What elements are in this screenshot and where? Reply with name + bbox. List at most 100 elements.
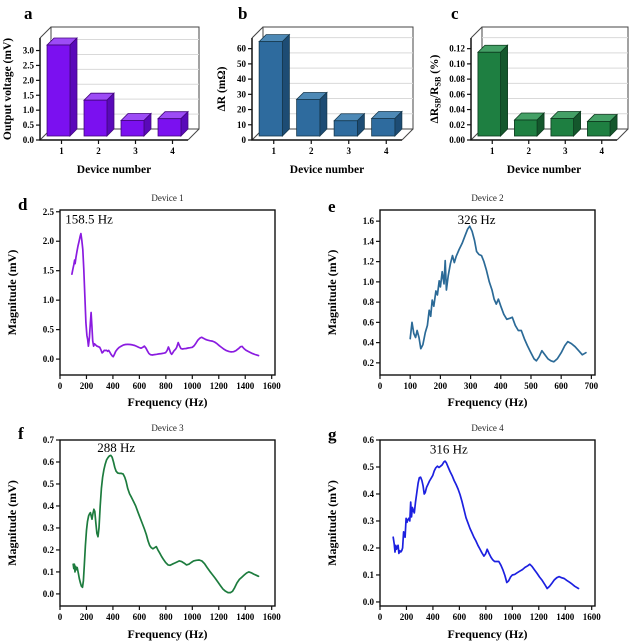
svg-text:500: 500 [524,381,538,391]
svg-text:0.6: 0.6 [43,457,55,467]
svg-text:1000: 1000 [183,612,202,622]
svg-text:2.5: 2.5 [23,60,35,70]
svg-text:4: 4 [170,146,175,156]
svg-text:0.4: 0.4 [363,338,375,348]
svg-text:4: 4 [384,146,389,156]
svg-text:316 Hz: 316 Hz [430,441,468,456]
panel-c: c 0.00 0.02 0.04 0.06 0.08 0.10 0.12 1 2 3 4 Device… [427,0,640,178]
svg-text:0: 0 [58,381,63,391]
svg-text:326 Hz: 326 Hz [458,212,496,227]
svg-text:800: 800 [159,612,173,622]
svg-text:0.5: 0.5 [363,462,375,472]
bar-chart-delta-r: 0 10 20 30 40 50 60 1 2 3 4 Device number ΔR (mΩ) [216,26,414,176]
svg-text:0.5: 0.5 [43,479,55,489]
svg-text:158.5 Hz: 158.5 Hz [65,212,113,227]
panel-letter-a: a [24,4,33,23]
svg-text:0.08: 0.08 [449,74,465,84]
svg-text:3: 3 [347,146,352,156]
panel-e: e Device 2 0 100 200 300 400 500 600 700 0.2 0.4 0.… [320,183,640,412]
svg-text:0.06: 0.06 [449,89,465,99]
svg-text:0.6: 0.6 [363,317,375,327]
svg-text:200: 200 [400,612,414,622]
svg-text:Device 3: Device 3 [151,423,184,433]
svg-text:1200: 1200 [210,612,229,622]
svg-text:30: 30 [237,89,247,99]
svg-text:1000: 1000 [183,381,202,391]
svg-text:100: 100 [403,381,417,391]
svg-text:Magnitude (mV): Magnitude (mV) [325,480,339,566]
svg-text:3: 3 [133,146,138,156]
svg-text:1.5: 1.5 [23,90,35,100]
svg-text:1.4: 1.4 [363,236,375,246]
svg-text:Magnitude (mV): Magnitude (mV) [5,250,19,336]
panel-a: a 0.0 0.5 1.0 1.5 2.0 2.5 3.0 1 2 3 4 Device number… [0,0,213,178]
svg-text:3: 3 [563,146,568,156]
svg-text:200: 200 [434,381,448,391]
svg-text:20: 20 [237,105,247,115]
panel-letter-c: c [451,4,459,23]
svg-text:200: 200 [80,612,94,622]
svg-text:2.0: 2.0 [23,75,35,85]
svg-text:1: 1 [59,146,64,156]
svg-text:2: 2 [309,146,314,156]
bar-chart-delta-r-ratio: 0.00 0.02 0.04 0.06 0.08 0.10 0.12 1 2 3 4 Device n… [429,26,629,176]
svg-text:1400: 1400 [556,612,575,622]
panel-letter-b: b [238,4,248,23]
svg-text:1.2: 1.2 [363,257,375,267]
svg-text:400: 400 [494,381,508,391]
svg-text:0.1: 0.1 [363,570,375,580]
svg-text:0.5: 0.5 [43,325,55,335]
svg-text:0.2: 0.2 [363,358,375,368]
svg-text:0.2: 0.2 [363,543,375,553]
svg-text:1.0: 1.0 [23,105,35,115]
svg-text:0.1: 0.1 [43,567,55,577]
svg-text:0.0: 0.0 [43,354,55,364]
svg-text:600: 600 [453,612,467,622]
svg-text:700: 700 [585,381,599,391]
svg-text:0.8: 0.8 [363,297,375,307]
svg-text:1400: 1400 [236,612,255,622]
svg-text:Frequency (Hz): Frequency (Hz) [447,395,527,409]
svg-text:1600: 1600 [263,381,282,391]
svg-text:0.10: 0.10 [449,59,465,69]
svg-text:1: 1 [272,146,277,156]
svg-text:0.3: 0.3 [43,523,55,533]
svg-text:400: 400 [106,381,120,391]
svg-text:1000: 1000 [503,612,522,622]
panel-letter-d: d [18,195,28,214]
svg-text:400: 400 [106,612,120,622]
svg-text:0.0: 0.0 [43,589,55,599]
svg-text:Output voltage (mV): Output voltage (mV) [2,38,14,140]
svg-text:400: 400 [426,612,440,622]
panel-f: f Device 3 0 200 400 600 800 1000 1200 1400 1600 0… [0,412,320,644]
svg-text:600: 600 [133,381,147,391]
svg-text:0.4: 0.4 [363,489,375,499]
svg-text:0.4: 0.4 [43,501,55,511]
line-chart-device-4: Device 4 0 200 400 600 800 1000 1200 1400 1600 0.0… [325,423,602,641]
panel-letter-e: e [328,197,336,216]
svg-text:600: 600 [133,612,147,622]
svg-text:2: 2 [96,146,101,156]
svg-text:Frequency (Hz): Frequency (Hz) [447,627,527,641]
svg-text:1: 1 [490,146,495,156]
svg-text:1200: 1200 [210,381,229,391]
svg-text:1400: 1400 [236,381,255,391]
svg-text:Frequency (Hz): Frequency (Hz) [127,395,207,409]
line-chart-device-3: Device 3 0 200 400 600 800 1000 1200 1400 1600 0.0… [5,423,281,641]
svg-text:0: 0 [378,612,383,622]
svg-text:Device number: Device number [290,164,364,176]
svg-text:1200: 1200 [530,612,549,622]
svg-text:0: 0 [242,135,247,145]
svg-text:50: 50 [237,59,247,69]
svg-text:0.5: 0.5 [23,120,35,130]
svg-text:0: 0 [378,381,383,391]
svg-text:0.0: 0.0 [23,135,35,145]
svg-text:2.0: 2.0 [43,236,55,246]
svg-text:Frequency (Hz): Frequency (Hz) [127,627,207,641]
svg-text:0: 0 [58,612,63,622]
svg-text:Magnitude (mV): Magnitude (mV) [325,250,339,336]
panel-d: d Device 1 0 200 400 600 800 1000 1200 1400 1600 0… [0,183,320,412]
svg-text:2.5: 2.5 [43,207,55,217]
svg-text:288 Hz: 288 Hz [97,440,135,455]
svg-text:1600: 1600 [583,612,602,622]
